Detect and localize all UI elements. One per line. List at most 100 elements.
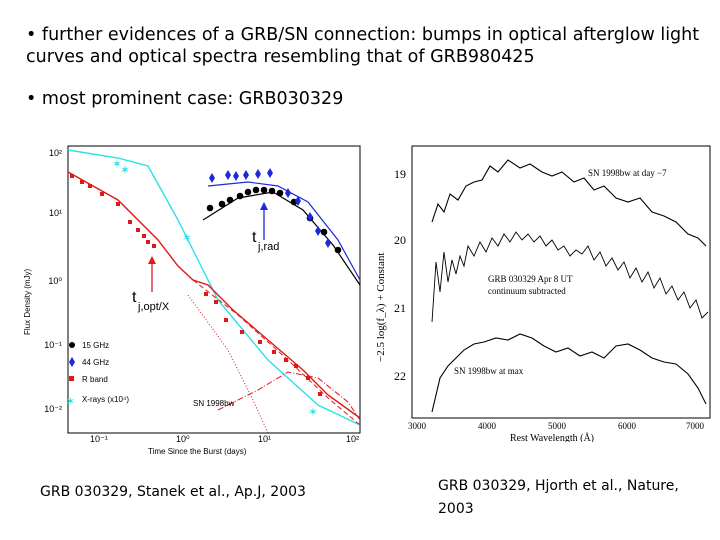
- rband-point: [146, 240, 150, 244]
- rband-point: [284, 358, 288, 362]
- xray-point: ✶: [120, 163, 130, 177]
- spectrum-label-bottom: SN 1998bw at max: [454, 366, 524, 376]
- ghz44-point: [209, 173, 215, 183]
- rband-point: [70, 174, 74, 178]
- rband-points: [70, 174, 322, 396]
- left-y-axis-label: Flux Density (mJy): [23, 268, 32, 335]
- ghz15-point: [218, 200, 226, 208]
- supernova-dashdot-curve: [217, 371, 361, 421]
- ghz44-point: [267, 168, 273, 178]
- left-x-axis-label: Time Since the Burst (days): [148, 447, 247, 456]
- t-rad-label: t: [252, 229, 257, 246]
- rband-point: [224, 318, 228, 322]
- right-plot-frame: [411, 145, 711, 419]
- x-tick-label: 10¹: [258, 434, 271, 444]
- x-tick-label: 10⁰: [176, 434, 190, 444]
- rband-point: [136, 228, 140, 232]
- rband-point: [80, 180, 84, 184]
- ghz44-point: [325, 238, 331, 248]
- rband-point: [240, 330, 244, 334]
- x-tick-label: 6000: [618, 421, 637, 431]
- spectrum-label-top: SN 1998bw at day −7: [588, 168, 667, 178]
- ghz44-point: [295, 196, 301, 206]
- right-figure-caption: GRB 030329, Hjorth et al., Nature, 2003: [438, 478, 679, 517]
- rband-model-curve: [67, 171, 361, 419]
- ghz44-points: [209, 168, 331, 248]
- right-y-axis-label: −2.5 log(f_λ) + Constant: [375, 253, 387, 362]
- y-tick-label: 10⁻²: [44, 404, 62, 414]
- rband-point: [294, 364, 298, 368]
- y-tick-label: 10¹: [49, 208, 62, 218]
- x-tick-label: 7000: [686, 421, 705, 431]
- right-y-ticks: 19 20 21 22: [394, 167, 406, 383]
- ghz15-point: [244, 188, 252, 196]
- ghz44-point: [307, 212, 313, 222]
- left-y-ticks: 10² 10¹ 10⁰ 10⁻¹ 10⁻²: [44, 148, 62, 414]
- bullet-marker: •: [26, 89, 37, 109]
- rband-point: [306, 376, 310, 380]
- xray-point: ✶: [112, 157, 122, 171]
- left-x-ticks: 10⁻¹ 10⁰ 10¹ 10²: [90, 434, 359, 444]
- legend-marker-15ghz: [69, 342, 75, 348]
- legend-label-rband: R band: [82, 375, 108, 384]
- x-tick-label: 10²: [346, 434, 359, 444]
- ghz15-point: [320, 228, 328, 236]
- rband-point: [100, 192, 104, 196]
- rband-point: [142, 234, 146, 238]
- bullet-marker: •: [26, 25, 37, 45]
- ghz15-point: [236, 192, 244, 200]
- sn1998bw-day-7-spectrum: [431, 159, 707, 247]
- host-dotted-curve: [187, 294, 269, 434]
- left-figure-caption: GRB 030329, Stanek et al., Ap.J, 2003: [40, 484, 306, 500]
- xray-points: ✶ ✶ ✶ ✶: [112, 157, 318, 419]
- sn1998bw-max-spectrum: [431, 333, 707, 413]
- xray-point: ✶: [182, 231, 192, 245]
- x-tick-label: 4000: [478, 421, 497, 431]
- t-rad-subscript: j,rad: [257, 241, 279, 253]
- y-tick-label: 10⁻¹: [44, 340, 62, 350]
- ghz15-point: [260, 186, 268, 194]
- rband-point: [318, 392, 322, 396]
- bullet-1: • further evidences of a GRB/SN connecti…: [26, 24, 716, 68]
- ghz44-model-curve: [207, 181, 361, 281]
- y-tick-label: 10⁰: [48, 276, 62, 286]
- spectra-figure: 19 20 21 22 3000 4000 5000 6000 7000 Res…: [375, 145, 711, 442]
- ghz15-points: [206, 186, 342, 254]
- light-curve-figure: 10² 10¹ 10⁰ 10⁻¹ 10⁻² 10⁻¹ 10⁰ 10¹ 10² T…: [23, 145, 361, 456]
- y-tick-label: 19: [394, 167, 406, 181]
- bullet-2: • most prominent case: GRB030329: [26, 88, 343, 110]
- ghz15-point: [276, 189, 284, 197]
- t-opt-arrowhead: [148, 256, 156, 264]
- xray-point: ✶: [308, 405, 318, 419]
- bullet-2-text: most prominent case: GRB030329: [41, 89, 344, 109]
- left-legend: 15 GHz 44 GHz R band ✶ X-rays (x10⁴): [66, 341, 129, 408]
- rband-point: [272, 350, 276, 354]
- x-tick-label: 5000: [548, 421, 567, 431]
- ghz44-point: [233, 171, 239, 181]
- ghz44-point: [285, 188, 291, 198]
- legend-label-xray: X-rays (x10⁴): [82, 395, 129, 404]
- legend-label-15ghz: 15 GHz: [82, 341, 109, 350]
- xray-model-curve: [67, 149, 361, 426]
- bullet-1-text: further evidences of a GRB/SN connection…: [26, 25, 700, 67]
- rband-point: [152, 244, 156, 248]
- ghz44-point: [243, 170, 249, 180]
- ghz44-point: [225, 170, 231, 180]
- spectrum-label-grb: GRB 030329 Apr 8 UT: [488, 274, 573, 284]
- rband-point: [258, 340, 262, 344]
- t-rad-arrowhead: [260, 202, 268, 210]
- legend-marker-44ghz: [69, 357, 75, 367]
- x-tick-label: 3000: [408, 421, 427, 431]
- rband-point: [204, 292, 208, 296]
- y-tick-label: 21: [394, 301, 406, 315]
- t-opt-label: t: [132, 289, 137, 306]
- y-tick-label: 22: [394, 369, 406, 383]
- grb030329-spectrum: [431, 231, 709, 323]
- rband-point: [214, 300, 218, 304]
- x-tick-label: 10⁻¹: [90, 434, 108, 444]
- rband-point: [88, 184, 92, 188]
- legend-label-44ghz: 44 GHz: [82, 358, 109, 367]
- rband-point: [116, 202, 120, 206]
- spectrum-label-continuum: continuum subtracted: [488, 286, 566, 296]
- rband-point: [128, 220, 132, 224]
